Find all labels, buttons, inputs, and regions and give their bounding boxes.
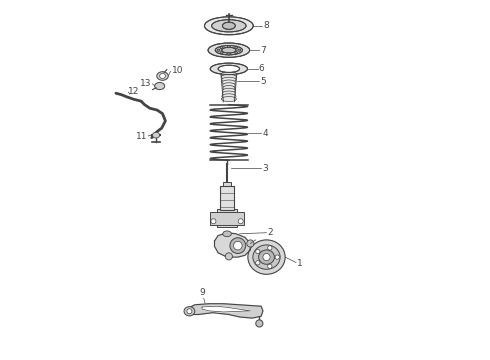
Ellipse shape — [235, 51, 238, 54]
Ellipse shape — [235, 46, 238, 49]
Text: 12: 12 — [128, 86, 140, 95]
Text: 3: 3 — [262, 164, 268, 173]
Polygon shape — [202, 306, 250, 312]
Ellipse shape — [248, 240, 285, 274]
Ellipse shape — [227, 53, 230, 55]
Ellipse shape — [227, 45, 230, 48]
Polygon shape — [215, 233, 250, 257]
Bar — [223, 182, 231, 186]
Ellipse shape — [268, 264, 272, 269]
Polygon shape — [188, 304, 263, 318]
Text: 13: 13 — [140, 79, 152, 88]
Ellipse shape — [221, 75, 236, 80]
Ellipse shape — [221, 47, 236, 53]
Ellipse shape — [247, 240, 254, 247]
Ellipse shape — [217, 49, 220, 51]
Ellipse shape — [221, 96, 236, 102]
Ellipse shape — [222, 88, 235, 93]
Ellipse shape — [223, 86, 235, 90]
Ellipse shape — [263, 253, 270, 261]
Text: 4: 4 — [262, 129, 268, 138]
Text: 9: 9 — [200, 288, 206, 297]
Ellipse shape — [152, 132, 160, 138]
Ellipse shape — [204, 17, 253, 35]
Ellipse shape — [275, 255, 279, 259]
Bar — [217, 209, 237, 227]
Ellipse shape — [215, 45, 243, 55]
Ellipse shape — [256, 261, 260, 265]
Text: 1: 1 — [297, 259, 303, 268]
Bar — [220, 186, 234, 211]
Ellipse shape — [218, 65, 240, 72]
Ellipse shape — [211, 219, 216, 224]
Ellipse shape — [212, 20, 246, 32]
Ellipse shape — [222, 94, 236, 99]
Ellipse shape — [225, 253, 232, 260]
Text: 8: 8 — [263, 21, 269, 30]
Bar — [210, 212, 245, 225]
Ellipse shape — [230, 238, 245, 253]
Text: 2: 2 — [268, 228, 273, 237]
Text: 10: 10 — [172, 66, 183, 75]
Ellipse shape — [222, 91, 236, 96]
Ellipse shape — [259, 250, 274, 264]
Ellipse shape — [222, 77, 236, 82]
Ellipse shape — [222, 22, 235, 30]
Ellipse shape — [223, 231, 231, 237]
Ellipse shape — [184, 307, 195, 316]
Ellipse shape — [256, 249, 260, 253]
Ellipse shape — [238, 219, 243, 224]
Text: 7: 7 — [260, 46, 266, 55]
Text: 11: 11 — [136, 132, 147, 141]
Ellipse shape — [222, 80, 236, 85]
Ellipse shape — [157, 72, 168, 80]
Ellipse shape — [210, 63, 247, 75]
Ellipse shape — [268, 246, 272, 250]
Ellipse shape — [256, 320, 263, 327]
Ellipse shape — [155, 82, 165, 90]
Ellipse shape — [160, 73, 166, 78]
Ellipse shape — [221, 72, 237, 77]
Ellipse shape — [238, 49, 241, 51]
Ellipse shape — [187, 309, 192, 314]
Ellipse shape — [220, 46, 223, 49]
Ellipse shape — [222, 83, 235, 88]
Ellipse shape — [234, 241, 242, 250]
Text: 6: 6 — [259, 64, 265, 73]
Ellipse shape — [208, 43, 250, 57]
Text: 5: 5 — [260, 77, 266, 86]
Ellipse shape — [220, 51, 223, 54]
Ellipse shape — [253, 245, 280, 269]
